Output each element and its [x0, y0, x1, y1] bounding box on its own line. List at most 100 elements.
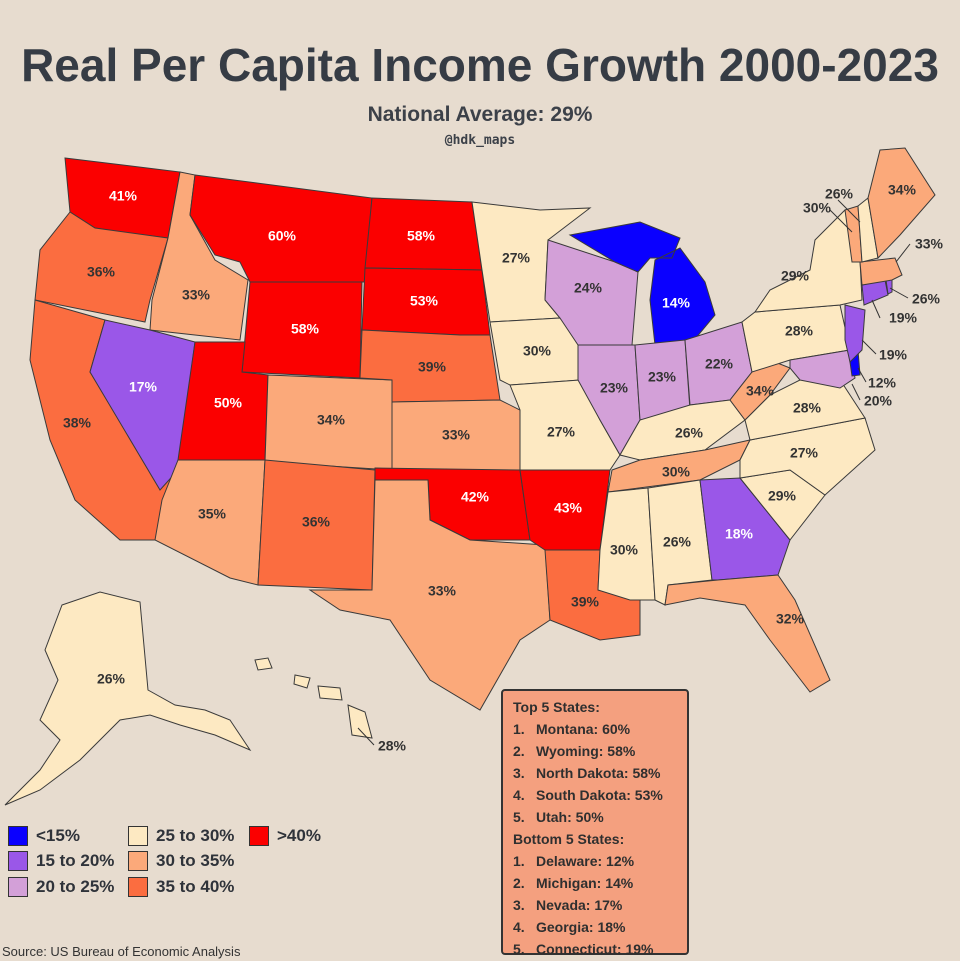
state-TX: [308, 479, 551, 711]
rank-number: 2.: [513, 743, 525, 759]
map-title: Real Per Capita Income Growth 2000-2023: [21, 39, 939, 91]
label-AL: 26%: [663, 534, 692, 550]
bottom-state-row: 1. Delaware: 12%: [513, 851, 687, 873]
legend-label: >40%: [277, 826, 321, 845]
legend-label: 30 to 35%: [156, 851, 235, 870]
label-NM: 36%: [302, 514, 331, 530]
legend-swatch: [8, 877, 28, 897]
state-OR: [34, 211, 169, 323]
label-AZ: 35%: [198, 506, 227, 522]
legend-item-25-30: 25 to 30%: [128, 825, 234, 847]
rank-number: 5.: [513, 809, 525, 825]
label-MA: 33%: [915, 236, 944, 252]
rank-number: 5.: [513, 941, 525, 957]
state-AZ: [154, 459, 266, 586]
rank-number: 4.: [513, 787, 525, 803]
rank-number: 2.: [513, 875, 525, 891]
label-NJ: 19%: [879, 347, 908, 363]
label-WV: 34%: [746, 383, 775, 399]
state-HI: [254, 657, 373, 739]
label-FL: 32%: [776, 611, 805, 627]
label-MT: 60%: [268, 228, 297, 244]
label-NY: 29%: [781, 268, 810, 284]
label-HI: 28%: [378, 738, 407, 754]
legend-swatch: [249, 826, 269, 846]
legend-item-35-40: 35 to 40%: [128, 876, 234, 898]
state-ME: [867, 147, 936, 260]
label-IN: 23%: [648, 369, 677, 385]
rank-text: Nevada: 17%: [536, 897, 623, 913]
label-NV: 17%: [129, 379, 158, 395]
legend-swatch: [128, 877, 148, 897]
label-AK: 26%: [97, 671, 126, 687]
legend-label: 20 to 25%: [36, 877, 115, 896]
label-WA: 41%: [109, 188, 138, 204]
label-MO: 27%: [547, 424, 576, 440]
legend-label: 25 to 30%: [156, 826, 235, 845]
label-RI: 26%: [912, 291, 941, 307]
label-SC: 29%: [768, 488, 797, 504]
bottom-state-row: 3. Nevada: 17%: [513, 895, 687, 917]
rank-text: Montana: 60%: [536, 721, 631, 737]
state-NJ: [844, 304, 866, 363]
legend-item-30-35: 30 to 35%: [128, 850, 234, 872]
label-VT: 30%: [803, 200, 832, 216]
top-state-row: 5. Utah: 50%: [513, 807, 687, 829]
label-IL: 23%: [600, 380, 629, 396]
rank-number: 3.: [513, 765, 525, 781]
rankings-box: Top 5 States: 1. Montana: 60% 2. Wyoming: …: [501, 689, 689, 957]
legend-item-lt15: <15%: [8, 825, 80, 847]
rank-number: 1.: [513, 853, 525, 869]
label-MN: 27%: [502, 250, 531, 266]
state-MI: [568, 221, 716, 346]
rank-text: Michigan: 14%: [536, 875, 634, 891]
label-TX: 33%: [428, 583, 457, 599]
label-IA: 30%: [523, 343, 552, 359]
label-CT: 19%: [889, 310, 918, 326]
label-WI: 24%: [574, 280, 603, 296]
label-CA: 38%: [63, 415, 92, 431]
label-MS: 30%: [610, 542, 639, 558]
label-NH: 26%: [825, 186, 854, 202]
label-WY: 58%: [291, 321, 320, 337]
label-NE: 39%: [418, 359, 447, 375]
legend-label: 35 to 40%: [156, 877, 235, 896]
label-VA: 28%: [793, 400, 822, 416]
top-state-row: 2. Wyoming: 58%: [513, 741, 687, 763]
legend-label: 15 to 20%: [36, 851, 115, 870]
legend-item-15-20: 15 to 20%: [8, 850, 114, 872]
legend-item-20-25: 20 to 25%: [8, 876, 114, 898]
state-MA: [859, 257, 903, 286]
legend-swatch: [8, 826, 28, 846]
state-FL: [664, 574, 831, 693]
label-KY: 26%: [675, 425, 704, 441]
state-AK: [4, 591, 252, 806]
label-TN: 30%: [662, 464, 691, 480]
rank-text: Delaware: 12%: [536, 853, 635, 869]
label-ME: 34%: [888, 182, 917, 198]
bottom-state-row: 5. Connecticut: 19%: [513, 939, 687, 961]
rank-text: Georgia: 18%: [536, 919, 626, 935]
label-MD: 20%: [864, 393, 893, 409]
label-ND: 58%: [407, 228, 436, 244]
state-NC: [739, 417, 876, 496]
legend-swatch: [128, 826, 148, 846]
rank-text: Connecticut: 19%: [536, 941, 654, 957]
label-SD: 53%: [410, 293, 439, 309]
label-OK: 42%: [461, 489, 490, 505]
bottom-state-row: 2. Michigan: 14%: [513, 873, 687, 895]
rank-number: 1.: [513, 721, 525, 737]
rank-number: 4.: [513, 919, 525, 935]
label-NC: 27%: [790, 445, 819, 461]
label-DE: 12%: [868, 375, 897, 391]
legend-swatch: [8, 851, 28, 871]
rank-text: South Dakota: 53%: [536, 787, 663, 803]
top-state-row: 1. Montana: 60%: [513, 719, 687, 741]
legend: <15% 15 to 20% 20 to 25% 25 to 30% 30 to…: [8, 824, 338, 904]
label-UT: 50%: [214, 395, 243, 411]
label-OR: 36%: [87, 264, 116, 280]
label-ID: 33%: [182, 287, 211, 303]
label-LA: 39%: [571, 594, 600, 610]
rank-text: Wyoming: 58%: [536, 743, 636, 759]
